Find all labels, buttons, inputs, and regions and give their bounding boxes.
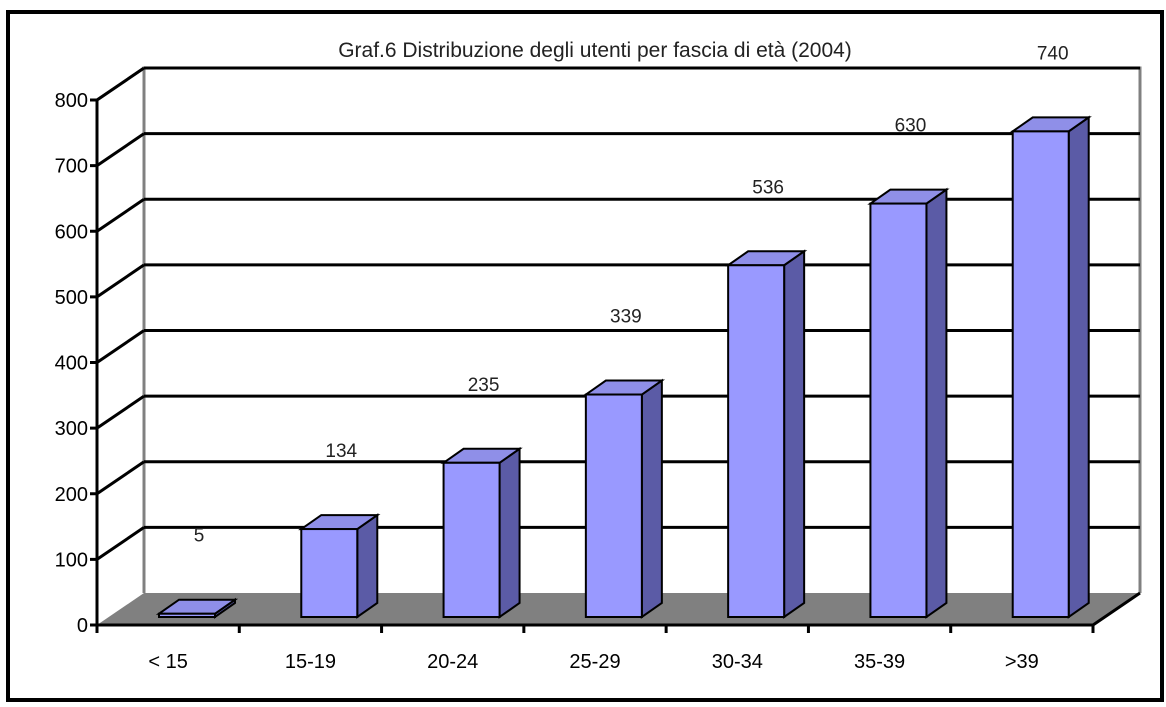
y-tick-label: 800 bbox=[55, 90, 88, 112]
y-tick-label: 400 bbox=[55, 353, 88, 375]
y-tick-label: 200 bbox=[55, 484, 88, 506]
bar-side bbox=[640, 378, 663, 619]
x-tick-label: < 15 bbox=[148, 651, 187, 673]
bar-front bbox=[584, 393, 643, 618]
chart-title: Graf.6 Distribuzione degli utenti per fa… bbox=[338, 39, 852, 62]
bar-front bbox=[727, 264, 786, 618]
bar bbox=[155, 597, 239, 619]
x-tick-label: 20-24 bbox=[427, 651, 478, 673]
x-tick-label: 15-19 bbox=[285, 651, 336, 673]
bars bbox=[155, 115, 1092, 619]
bar-side bbox=[356, 513, 379, 619]
gridline-side bbox=[96, 394, 145, 430]
gridline-side bbox=[96, 66, 145, 102]
y-tick-label: 700 bbox=[55, 156, 88, 178]
data-label: 5 bbox=[194, 526, 205, 547]
gridline-side bbox=[96, 132, 145, 167]
y-tick-label: 100 bbox=[55, 549, 88, 571]
gridline-side bbox=[96, 526, 145, 561]
data-label: 740 bbox=[1037, 43, 1069, 64]
y-axis: 0 100 200 300 400 500 600 700 800 bbox=[55, 90, 99, 637]
bar bbox=[298, 513, 381, 619]
data-label: 630 bbox=[895, 116, 927, 137]
gridline-side bbox=[96, 263, 145, 299]
data-label: 235 bbox=[468, 375, 500, 396]
data-label: 134 bbox=[325, 441, 357, 462]
bar-side bbox=[783, 249, 806, 619]
bar-front bbox=[1011, 130, 1070, 618]
bar bbox=[440, 446, 523, 619]
x-tick-label: >39 bbox=[1005, 651, 1039, 673]
bar-front bbox=[869, 202, 928, 618]
bar-side bbox=[498, 446, 521, 619]
gridline-side bbox=[96, 329, 145, 364]
y-tick-label: 500 bbox=[55, 287, 88, 309]
bar-side bbox=[925, 187, 948, 619]
bar-front bbox=[300, 528, 359, 618]
y-tick-label: 300 bbox=[55, 418, 88, 440]
y-tick-label: 0 bbox=[77, 615, 88, 637]
data-label: 536 bbox=[752, 177, 784, 198]
x-tick-label: 25-29 bbox=[569, 651, 620, 673]
y-tick-label: 600 bbox=[55, 221, 88, 243]
data-labels: 5 134 235 339 536 630 740 bbox=[194, 43, 1069, 546]
bar-front bbox=[158, 612, 216, 618]
floor-right-edge bbox=[1092, 591, 1141, 627]
bar-side bbox=[1067, 115, 1090, 619]
x-tick-label: 30-34 bbox=[712, 651, 763, 673]
bar bbox=[867, 187, 950, 619]
data-label: 339 bbox=[610, 307, 642, 328]
bar bbox=[724, 249, 808, 619]
bar-front bbox=[442, 461, 501, 618]
gridlines bbox=[96, 66, 1140, 561]
bar bbox=[582, 378, 666, 619]
gridline-side bbox=[96, 460, 145, 495]
gridline-side bbox=[96, 198, 145, 233]
bar bbox=[1009, 115, 1092, 619]
x-axis: < 15 15-19 20-24 25-29 30-34 35-39 >39 bbox=[95, 623, 1095, 673]
x-tick-label: 35-39 bbox=[854, 651, 905, 673]
